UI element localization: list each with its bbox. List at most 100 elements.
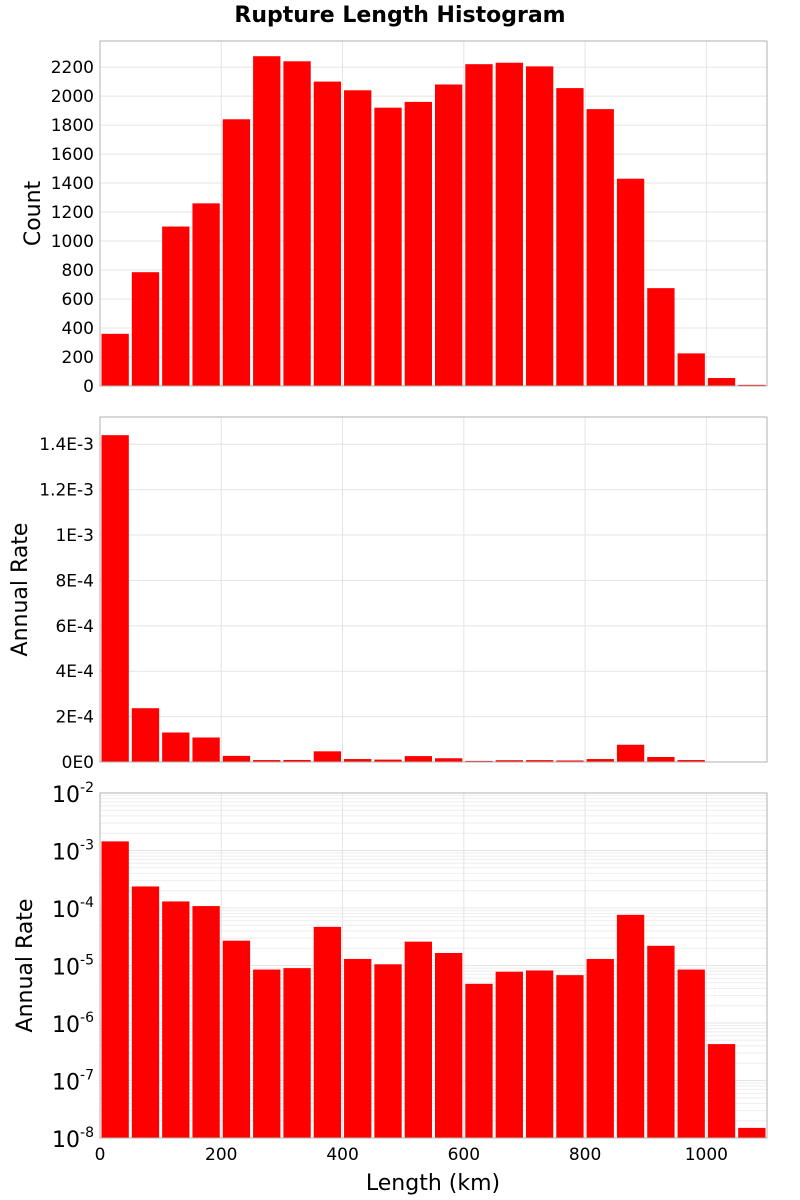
histogram-bar [313, 751, 342, 762]
histogram-bar [404, 101, 432, 386]
x-axis-label: Length (km) [366, 1171, 500, 1196]
histogram-bar [253, 56, 281, 387]
histogram-bar [101, 841, 129, 1138]
histogram-bar [616, 914, 645, 1138]
y-tick-label: 200 [62, 348, 94, 368]
histogram-bar [677, 760, 705, 762]
y-tick-label: 0E0 [62, 753, 94, 773]
y-tick-label: 1000 [51, 232, 94, 252]
y-tick-label: 10-4 [52, 895, 94, 923]
histogram-bar [556, 88, 584, 387]
histogram-bar [101, 435, 129, 762]
plot-frame [99, 416, 768, 763]
histogram-bar [162, 901, 190, 1138]
histogram-bar [647, 288, 675, 386]
histogram-bar [586, 759, 614, 762]
histogram-bar [707, 1044, 736, 1138]
histogram-bar [192, 906, 220, 1138]
y-tick-label: 1400 [51, 174, 94, 194]
histogram-bar [616, 178, 645, 386]
histogram-bar [647, 757, 675, 762]
histogram-bar [647, 945, 675, 1138]
y-tick-label: 800 [62, 261, 94, 281]
histogram-bar [435, 758, 463, 762]
y-tick-label: 10-5 [52, 953, 94, 981]
histogram-bar [586, 109, 614, 386]
y-tick-label: 10-3 [52, 838, 94, 866]
histogram-bar [344, 759, 372, 762]
histogram-bar [162, 226, 190, 386]
x-tick-label: 0 [95, 1145, 106, 1165]
histogram-bar [738, 384, 766, 386]
panel-count: 0 200 400 600 800 1000 1200 1400 1600 1800 2000 220… [21, 40, 768, 397]
histogram-bar [525, 760, 554, 762]
y-tick-label: 1.2E-3 [39, 481, 94, 501]
histogram-bar [738, 1127, 766, 1138]
histogram-bar [131, 272, 160, 386]
panel-annual-rate-linear: 0E0 2E-4 4E-4 6E-4 8E-4 1E-3 1.2E-3 1.4E-3 Annua… [8, 416, 768, 773]
histogram-bar [131, 886, 160, 1138]
histogram-bar [616, 744, 645, 762]
histogram-bar [404, 756, 432, 762]
y-tick-label: 6E-4 [55, 617, 94, 637]
histogram-bar [677, 353, 705, 386]
histogram-bar [344, 90, 372, 387]
histogram-bar [162, 732, 190, 762]
plot-frame [99, 40, 768, 387]
histogram-bar [495, 760, 523, 762]
histogram-bar [465, 64, 493, 387]
histogram-bar [192, 203, 220, 386]
histogram-bar [374, 759, 402, 762]
y-tick-label: 0 [83, 377, 94, 397]
panel-annual-rate-log: 10-8 10-7 10-6 10-5 10-4 10-3 10-2 Annual Rate 0… [13, 780, 768, 1165]
histogram-bar [465, 760, 493, 762]
histogram-bar [131, 708, 160, 762]
histogram-bar [556, 975, 584, 1138]
y-tick-label: 8E-4 [55, 571, 94, 591]
y-tick-label: 10-2 [52, 780, 94, 808]
histogram-bar [495, 971, 523, 1138]
y-tick-label: 1.4E-3 [39, 435, 94, 455]
histogram-bar [525, 66, 554, 386]
histogram-bar [465, 983, 493, 1138]
plot-frame [99, 792, 768, 1139]
histogram-bar [253, 760, 281, 762]
histogram-bar [404, 941, 432, 1138]
x-tick-label: 200 [205, 1145, 237, 1165]
histogram-bar [283, 968, 311, 1138]
histogram-bar [222, 755, 251, 762]
histogram-bar [192, 737, 220, 762]
chart-title: Rupture Length Histogram [234, 3, 566, 28]
y-axis-label: Count [21, 180, 46, 246]
histogram-bar [222, 119, 251, 386]
histogram-bar [435, 952, 463, 1138]
y-tick-label: 1E-3 [55, 526, 94, 546]
y-tick-label: 1800 [51, 116, 94, 136]
y-tick-label: 2E-4 [55, 708, 94, 728]
histogram-bar [253, 969, 281, 1138]
histogram-bar [374, 107, 402, 387]
y-tick-label: 600 [62, 290, 94, 310]
histogram-bar [586, 958, 614, 1138]
y-axis-label: Annual Rate [8, 523, 33, 657]
histogram-bar [313, 926, 342, 1138]
y-tick-label: 10-7 [52, 1068, 94, 1096]
y-tick-label: 1600 [51, 145, 94, 165]
y-axis-label: Annual Rate [13, 899, 38, 1033]
y-tick-label: 10-8 [52, 1125, 94, 1153]
histogram-bar [313, 81, 342, 387]
x-tick-label: 1000 [685, 1145, 728, 1165]
histogram-bar [707, 378, 736, 386]
histogram-bar [374, 964, 402, 1138]
y-tick-label: 400 [62, 319, 94, 339]
y-tick-label: 4E-4 [55, 662, 94, 682]
x-tick-label: 800 [569, 1145, 601, 1165]
x-tick-label: 600 [448, 1145, 480, 1165]
histogram-bar [283, 759, 311, 762]
y-tick-label: 1200 [51, 203, 94, 223]
y-tick-label: 2000 [51, 87, 94, 107]
x-tick-label: 400 [326, 1145, 358, 1165]
histogram-bar [222, 940, 251, 1138]
histogram-bar [556, 760, 584, 762]
